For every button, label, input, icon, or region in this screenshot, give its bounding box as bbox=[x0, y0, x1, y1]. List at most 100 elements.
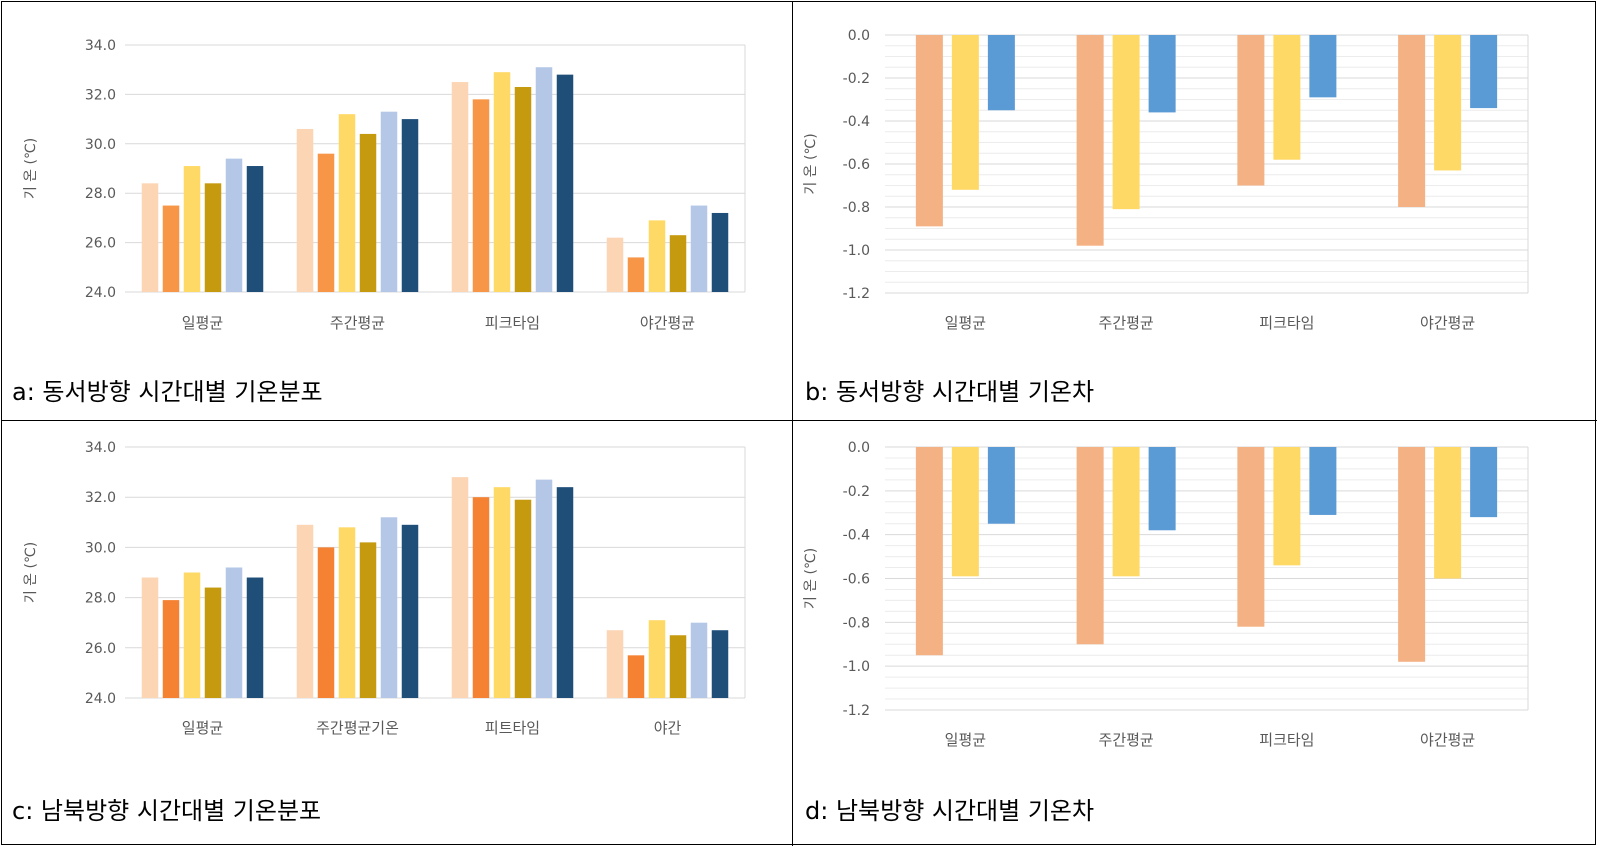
bar bbox=[1273, 35, 1301, 160]
bar bbox=[1112, 447, 1140, 577]
bar bbox=[1309, 35, 1337, 98]
x-category-label: 야간평균 bbox=[1420, 314, 1475, 332]
panel-a: 24.0 26.0 28.0 30.0 32.0 34.0 기 온 (℃) 일평균 주간평균 피크… bbox=[0, 0, 792, 420]
x-category-label: 일평균 bbox=[945, 314, 987, 332]
gridlines-d bbox=[885, 446, 1529, 711]
y-tick-label: -0.6 bbox=[843, 572, 870, 588]
bar bbox=[451, 82, 469, 292]
x-category-label: 피트타임 bbox=[485, 719, 540, 737]
y-tick-label: 24.0 bbox=[85, 691, 116, 707]
bar bbox=[162, 205, 180, 292]
bar bbox=[225, 158, 243, 292]
y-tick-label: 0.0 bbox=[848, 28, 870, 44]
bar bbox=[606, 630, 624, 698]
bars-d bbox=[915, 447, 1498, 662]
bar bbox=[1398, 35, 1426, 207]
bar bbox=[401, 524, 419, 698]
caption-b: b: 동서방향 시간대별 기온차 bbox=[805, 378, 1095, 406]
bar bbox=[711, 212, 729, 292]
bar bbox=[296, 128, 314, 292]
y-tick-label: -1.2 bbox=[843, 703, 870, 719]
y-tick-label: -1.0 bbox=[843, 243, 870, 259]
bar bbox=[162, 600, 180, 698]
x-category-label: 주간평균기온 bbox=[316, 719, 399, 737]
bar bbox=[669, 235, 687, 292]
chart-c: 24.0 26.0 28.0 30.0 32.0 34.0 기 온 (℃) 일평균 주간평균기온… bbox=[23, 440, 746, 737]
bar bbox=[380, 111, 398, 292]
y-tick-label: 32.0 bbox=[85, 490, 116, 506]
y-axis-label: 기 온 (℃) bbox=[803, 548, 819, 609]
bar bbox=[472, 99, 490, 292]
bar bbox=[204, 587, 222, 698]
chart-a: 24.0 26.0 28.0 30.0 32.0 34.0 기 온 (℃) 일평균 주간평균 피크… bbox=[23, 38, 746, 332]
x-category-label: 야간평균 bbox=[640, 314, 695, 332]
bar bbox=[1470, 35, 1498, 109]
bar bbox=[535, 479, 553, 698]
bar bbox=[1434, 35, 1462, 171]
caption-c: c: 남북방향 시간대별 기온분포 bbox=[12, 797, 322, 825]
x-category-label: 피크타임 bbox=[1259, 314, 1314, 332]
bar bbox=[690, 622, 708, 698]
bar bbox=[627, 257, 645, 292]
bar bbox=[915, 447, 943, 656]
bar bbox=[359, 133, 377, 292]
y-tick-label: -0.8 bbox=[843, 615, 870, 631]
bar bbox=[1112, 35, 1140, 210]
y-tick-label: 24.0 bbox=[85, 285, 116, 301]
panel-divider-vertical bbox=[792, 1, 793, 846]
bar bbox=[317, 153, 335, 292]
bar bbox=[472, 497, 490, 698]
bar bbox=[493, 72, 511, 292]
y-tick-label: 34.0 bbox=[85, 440, 116, 456]
bars-b bbox=[915, 35, 1498, 246]
bar bbox=[648, 620, 666, 698]
bar bbox=[296, 524, 314, 698]
y-axis-label: 기 온 (℃) bbox=[803, 133, 819, 194]
gridlines-b bbox=[885, 34, 1529, 294]
bar bbox=[183, 166, 201, 292]
bar bbox=[338, 527, 356, 698]
y-tick-label: 26.0 bbox=[85, 641, 116, 657]
bar bbox=[1434, 447, 1462, 579]
y-axis-label: 기 온 (℃) bbox=[23, 542, 39, 603]
y-tick-label: -0.2 bbox=[843, 484, 870, 500]
bar bbox=[1309, 447, 1337, 515]
bar bbox=[606, 237, 624, 292]
bar bbox=[246, 166, 264, 292]
bar bbox=[690, 205, 708, 292]
bar bbox=[514, 499, 532, 698]
bar bbox=[317, 547, 335, 698]
bar bbox=[141, 577, 159, 698]
x-category-label: 주간평균 bbox=[1099, 314, 1154, 332]
bar bbox=[359, 542, 377, 698]
x-category-label: 일평균 bbox=[182, 719, 224, 737]
bar bbox=[535, 67, 553, 292]
y-tick-label: -0.2 bbox=[843, 71, 870, 87]
bar bbox=[951, 447, 979, 577]
bar bbox=[401, 119, 419, 292]
y-axis-label: 기 온 (℃) bbox=[23, 138, 39, 199]
bar bbox=[380, 517, 398, 698]
bar bbox=[1273, 447, 1301, 566]
chart-d: -1.2 -1.0 -0.8 -0.6 -0.4 -0.2 0.0 기 온 (℃) 일평균 주간평… bbox=[803, 440, 1529, 749]
y-tick-label: 0.0 bbox=[848, 440, 870, 456]
bar bbox=[1237, 447, 1265, 627]
x-category-label: 일평균 bbox=[945, 731, 987, 749]
bar bbox=[451, 477, 469, 698]
bar bbox=[627, 655, 645, 698]
bar bbox=[556, 487, 574, 698]
bars-c bbox=[141, 477, 729, 698]
bar bbox=[1148, 35, 1176, 113]
bar bbox=[1237, 35, 1265, 186]
x-category-label: 야간평균 bbox=[1420, 731, 1475, 749]
y-tick-label: -1.0 bbox=[843, 659, 870, 675]
bar bbox=[951, 35, 979, 190]
bar bbox=[514, 86, 532, 293]
y-tick-label: 34.0 bbox=[85, 38, 116, 54]
y-tick-label: 32.0 bbox=[85, 87, 116, 103]
panel-divider-horizontal bbox=[1, 420, 1597, 421]
bar bbox=[711, 630, 729, 698]
bar bbox=[1076, 35, 1104, 246]
y-tick-label: 28.0 bbox=[85, 186, 116, 202]
